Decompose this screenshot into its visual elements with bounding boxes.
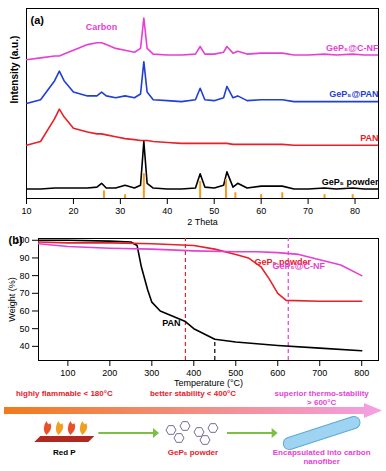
svg-text:(b): (b) bbox=[9, 234, 23, 246]
svg-text:50: 50 bbox=[209, 206, 219, 216]
svg-text:Weight (%): Weight (%) bbox=[7, 277, 17, 321]
svg-text:GeP₅@PAN: GeP₅@PAN bbox=[329, 89, 378, 99]
svg-text:800: 800 bbox=[354, 368, 369, 378]
svg-text:Encapsulated into carbonnanofi: Encapsulated into carbonnanofiber bbox=[273, 448, 371, 466]
svg-text:40: 40 bbox=[19, 341, 29, 351]
svg-text:highly flammable < 180°C: highly flammable < 180°C bbox=[16, 389, 113, 398]
svg-text:20: 20 bbox=[68, 206, 78, 216]
svg-text:30: 30 bbox=[115, 206, 125, 216]
svg-text:Intensity (a.u.): Intensity (a.u.) bbox=[9, 36, 20, 104]
svg-text:80: 80 bbox=[350, 206, 360, 216]
svg-text:50: 50 bbox=[19, 324, 29, 334]
svg-text:80: 80 bbox=[19, 271, 29, 281]
svg-text:400: 400 bbox=[186, 368, 201, 378]
svg-text:60: 60 bbox=[19, 306, 29, 316]
svg-text:300: 300 bbox=[144, 368, 159, 378]
svg-text:GeP₅@C-NF: GeP₅@C-NF bbox=[273, 261, 326, 271]
svg-text:70: 70 bbox=[303, 206, 313, 216]
svg-text:(a): (a) bbox=[31, 14, 45, 26]
svg-text:PAN: PAN bbox=[360, 133, 378, 143]
svg-text:Temperature (°C): Temperature (°C) bbox=[174, 378, 243, 388]
svg-text:GeP₅ powder: GeP₅ powder bbox=[322, 177, 379, 187]
svg-text:40: 40 bbox=[162, 206, 172, 216]
svg-text:500: 500 bbox=[228, 368, 243, 378]
svg-text:2 Theta: 2 Theta bbox=[187, 217, 217, 227]
svg-text:better stability < 400°C: better stability < 400°C bbox=[150, 389, 236, 398]
svg-text:200: 200 bbox=[102, 368, 117, 378]
svg-text:70: 70 bbox=[19, 288, 29, 298]
svg-text:60: 60 bbox=[256, 206, 266, 216]
svg-text:10: 10 bbox=[21, 206, 31, 216]
svg-text:GeP₅@C-NF: GeP₅@C-NF bbox=[326, 43, 379, 53]
svg-text:superior thermo-stability> 600: superior thermo-stability> 600°C bbox=[275, 389, 370, 407]
svg-text:PAN: PAN bbox=[162, 318, 180, 328]
svg-text:Carbon: Carbon bbox=[86, 22, 118, 32]
svg-text:700: 700 bbox=[312, 368, 327, 378]
svg-text:GeP₅ powder: GeP₅ powder bbox=[168, 448, 218, 457]
svg-text:600: 600 bbox=[270, 368, 285, 378]
svg-text:100: 100 bbox=[60, 368, 75, 378]
svg-text:Red P: Red P bbox=[53, 448, 76, 457]
svg-text:90: 90 bbox=[19, 253, 29, 263]
